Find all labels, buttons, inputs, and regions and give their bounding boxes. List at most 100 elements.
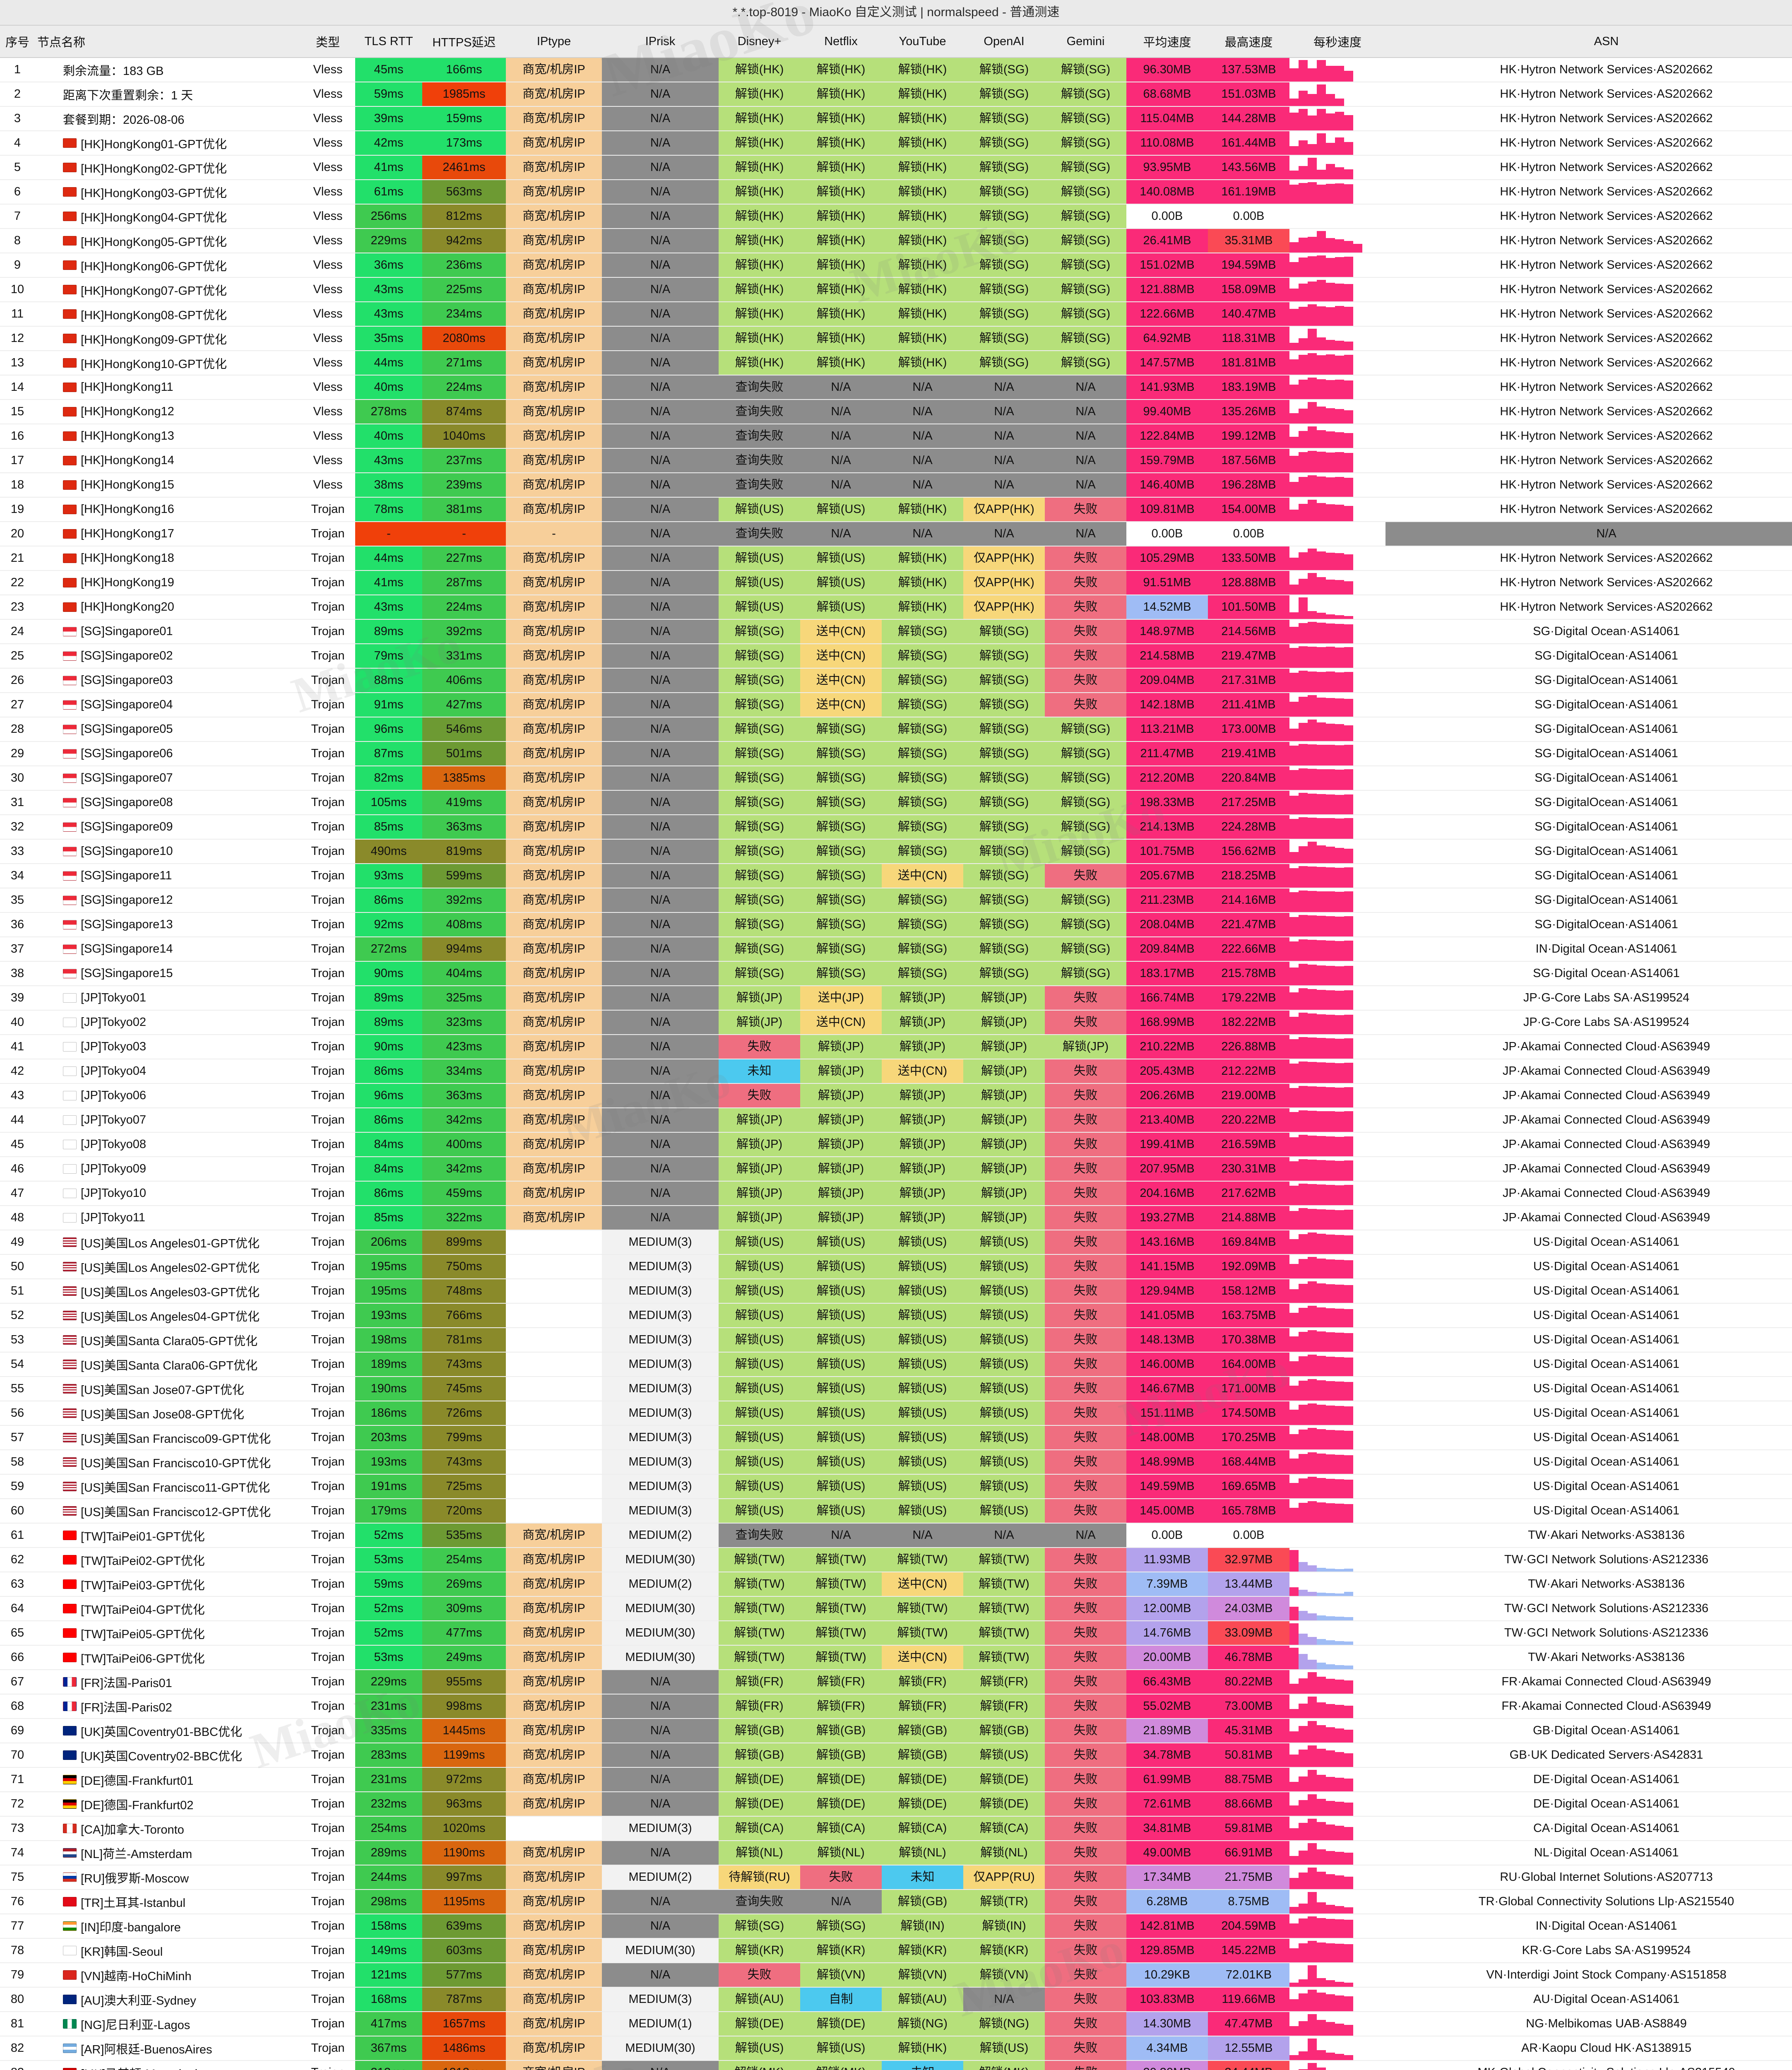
node-name-cell[interactable]: [KR]韩国-Seoul [35,1938,301,1963]
table-row[interactable]: 50 [US]美国Los Angeles02-GPT优化 Trojan 195ms 75… [0,1254,1792,1279]
table-row[interactable]: 75 [RU]俄罗斯-Moscow Trojan 244ms 997ms 商宽/机房IP M… [0,1865,1792,1890]
table-row[interactable]: 51 [US]美国Los Angeles03-GPT优化 Trojan 195ms 74… [0,1279,1792,1304]
table-row[interactable]: 11 [HK]HongKong08-GPT优化 Vless 43ms 234ms 商宽/机… [0,302,1792,327]
node-name-cell[interactable]: [DE]德国-Frankfurt02 [35,1792,301,1817]
table-row[interactable]: 68 [FR]法国-Paris02 Trojan 231ms 998ms 商宽/机房IP N… [0,1694,1792,1719]
node-name-cell[interactable]: [US]美国San Jose08-GPT优化 [35,1401,301,1426]
table-row[interactable]: 12 [HK]HongKong09-GPT优化 Vless 35ms 2080ms 商宽/… [0,326,1792,351]
node-name-cell[interactable]: [US]美国San Francisco10-GPT优化 [35,1450,301,1475]
node-name-cell[interactable]: [JP]Tokyo10 [35,1181,301,1206]
table-row[interactable]: 81 [NG]尼日利亚-Lagos Trojan 417ms 1657ms 商宽/机房IP… [0,2012,1792,2036]
col-header-tls[interactable]: TLS RTT [355,25,422,58]
node-name-cell[interactable]: [SG]Singapore09 [35,815,301,840]
node-name-cell[interactable]: [JP]Tokyo02 [35,1010,301,1035]
table-row[interactable]: 45 [JP]Tokyo08 Trojan 84ms 400ms 商宽/机房IP N/A 解锁… [0,1132,1792,1157]
node-name-cell[interactable]: [SG]Singapore15 [35,961,301,986]
node-name-cell[interactable]: [HK]HongKong01-GPT优化 [35,131,301,156]
node-name-cell[interactable]: [CA]加拿大-Toronto [35,1816,301,1841]
table-row[interactable]: 32 [SG]Singapore09 Trojan 85ms 363ms 商宽/机房IP N… [0,815,1792,840]
node-name-cell[interactable]: [SG]Singapore01 [35,619,301,644]
table-row[interactable]: 20 [HK]HongKong17 Trojan - - - N/A 查询失败 N/A N/A N/… [0,522,1792,546]
table-row[interactable]: 58 [US]美国San Francisco10-GPT优化 Trojan 193ms… [0,1450,1792,1475]
node-name-cell[interactable]: [US]美国San Francisco09-GPT优化 [35,1425,301,1450]
node-name-cell[interactable]: [JP]Tokyo04 [35,1059,301,1084]
table-row[interactable]: 31 [SG]Singapore08 Trojan 105ms 419ms 商宽/机房IP… [0,790,1792,815]
node-name-cell[interactable]: [TW]TaiPei03-GPT优化 [35,1572,301,1597]
node-name-cell[interactable]: [HK]HongKong15 [35,473,301,498]
node-name-cell[interactable]: [US]美国Santa Clara06-GPT优化 [35,1352,301,1377]
node-name-cell[interactable]: [JP]Tokyo08 [35,1132,301,1157]
table-row[interactable]: 9 [HK]HongKong06-GPT优化 Vless 36ms 236ms 商宽/机房… [0,253,1792,278]
table-row[interactable]: 49 [US]美国Los Angeles01-GPT优化 Trojan 206ms 89… [0,1230,1792,1255]
node-name-cell[interactable]: [SG]Singapore03 [35,668,301,693]
node-name-cell[interactable]: [HK]HongKong05-GPT优化 [35,229,301,253]
table-row[interactable]: 47 [JP]Tokyo10 Trojan 86ms 459ms 商宽/机房IP N/A 解锁… [0,1181,1792,1206]
col-header-bars[interactable]: 每秒速度 [1289,25,1385,58]
table-row[interactable]: 73 [CA]加拿大-Toronto Trojan 254ms 1020ms MEDIUM… [0,1816,1792,1841]
node-name-cell[interactable]: [HK]HongKong14 [35,448,301,473]
table-row[interactable]: 59 [US]美国San Francisco11-GPT优化 Trojan 191ms… [0,1474,1792,1499]
table-row[interactable]: 70 [UK]英国Coventry02-BBC优化 Trojan 283ms 1199m… [0,1743,1792,1768]
table-row[interactable]: 16 [HK]HongKong13 Vless 40ms 1040ms 商宽/机房IP N/… [0,424,1792,449]
node-name-cell[interactable]: [IN]印度-bangalore [35,1914,301,1939]
table-row[interactable]: 61 [TW]TaiPei01-GPT优化 Trojan 52ms 535ms 商宽/机房… [0,1523,1792,1548]
node-name-cell[interactable]: [VN]越南-HoChiMinh [35,1963,301,1988]
table-row[interactable]: 22 [HK]HongKong19 Trojan 41ms 287ms 商宽/机房IP N/… [0,570,1792,595]
node-name-cell[interactable]: [HK]HongKong20 [35,595,301,620]
node-name-cell[interactable]: 距离下次重置剩余：1 天 [35,82,301,107]
node-name-cell[interactable]: [SG]Singapore11 [35,864,301,888]
node-name-cell[interactable]: [US]美国San Jose07-GPT优化 [35,1377,301,1401]
table-row[interactable]: 36 [SG]Singapore13 Trojan 92ms 408ms 商宽/机房IP N… [0,912,1792,937]
table-row[interactable]: 71 [DE]德国-Frankfurt01 Trojan 231ms 972ms 商宽/机… [0,1767,1792,1792]
table-row[interactable]: 30 [SG]Singapore07 Trojan 82ms 1385ms 商宽/机房IP… [0,766,1792,791]
node-name-cell[interactable]: [HK]HongKong02-GPT优化 [35,155,301,180]
col-header-netflix[interactable]: Netflix [800,25,882,58]
table-row[interactable]: 1 剩余流量：183 GB Vless 45ms 166ms 商宽/机房IP N/A 解锁(H… [0,58,1792,82]
node-name-cell[interactable]: [JP]Tokyo11 [35,1206,301,1230]
table-row[interactable]: 29 [SG]Singapore06 Trojan 87ms 501ms 商宽/机房IP N… [0,741,1792,766]
table-row[interactable]: 39 [JP]Tokyo01 Trojan 89ms 325ms 商宽/机房IP N/A 解锁… [0,986,1792,1011]
table-row[interactable]: 37 [SG]Singapore14 Trojan 272ms 994ms 商宽/机房IP… [0,937,1792,962]
node-name-cell[interactable]: [JP]Tokyo03 [35,1035,301,1059]
node-name-cell[interactable]: [HK]HongKong17 [35,522,301,546]
table-row[interactable]: 65 [TW]TaiPei05-GPT优化 Trojan 52ms 477ms 商宽/机房… [0,1621,1792,1646]
node-name-cell[interactable]: [AR]阿根廷-BuenosAires [35,2036,301,2061]
node-name-cell[interactable]: [HK]HongKong04-GPT优化 [35,204,301,229]
col-header-type[interactable]: 类型 [301,25,355,58]
table-row[interactable]: 79 [VN]越南-HoChiMinh Trojan 121ms 577ms 商宽/机房I… [0,1963,1792,1988]
node-name-cell[interactable]: [HK]HongKong12 [35,400,301,424]
table-row[interactable]: 60 [US]美国San Francisco12-GPT优化 Trojan 179ms… [0,1499,1792,1524]
table-row[interactable]: 34 [SG]Singapore11 Trojan 93ms 599ms 商宽/机房IP N… [0,864,1792,888]
node-name-cell[interactable]: [UK]英国Coventry01-BBC优化 [35,1719,301,1743]
node-name-cell[interactable]: [MK]马其顿-Macedonia [35,2060,301,2070]
table-row[interactable]: 54 [US]美国Santa Clara06-GPT优化 Trojan 189ms 74… [0,1352,1792,1377]
table-row[interactable]: 26 [SG]Singapore03 Trojan 88ms 406ms 商宽/机房IP N… [0,668,1792,693]
table-row[interactable]: 55 [US]美国San Jose07-GPT优化 Trojan 190ms 745ms… [0,1377,1792,1401]
col-header-idx[interactable]: 序号 [0,25,35,58]
node-name-cell[interactable]: [US]美国Los Angeles01-GPT优化 [35,1230,301,1255]
col-header-https[interactable]: HTTPS延迟 [422,25,506,58]
node-name-cell[interactable]: [HK]HongKong06-GPT优化 [35,253,301,278]
node-name-cell[interactable]: [HK]HongKong13 [35,424,301,449]
node-name-cell[interactable]: [SG]Singapore13 [35,912,301,937]
node-name-cell[interactable]: [TW]TaiPei05-GPT优化 [35,1621,301,1646]
node-name-cell[interactable]: [JP]Tokyo07 [35,1108,301,1133]
table-row[interactable]: 28 [SG]Singapore05 Trojan 96ms 546ms 商宽/机房IP N… [0,717,1792,742]
col-header-disney[interactable]: Disney+ [719,25,800,58]
col-header-openai[interactable]: OpenAI [963,25,1045,58]
node-name-cell[interactable]: [SG]Singapore06 [35,741,301,766]
node-name-cell[interactable]: [JP]Tokyo06 [35,1083,301,1108]
table-row[interactable]: 80 [AU]澳大利亚-Sydney Trojan 168ms 787ms 商宽/机房IP… [0,1987,1792,2012]
table-row[interactable]: 5 [HK]HongKong02-GPT优化 Vless 41ms 2461ms 商宽/机… [0,155,1792,180]
node-name-cell[interactable]: [DE]德国-Frankfurt01 [35,1767,301,1792]
table-row[interactable]: 14 [HK]HongKong11 Vless 40ms 224ms 商宽/机房IP N/A… [0,375,1792,400]
table-row[interactable]: 23 [HK]HongKong20 Trojan 43ms 224ms 商宽/机房IP N/… [0,595,1792,620]
node-name-cell[interactable]: [SG]Singapore05 [35,717,301,742]
table-row[interactable]: 25 [SG]Singapore02 Trojan 79ms 331ms 商宽/机房IP N… [0,644,1792,669]
table-row[interactable]: 27 [SG]Singapore04 Trojan 91ms 427ms 商宽/机房IP N… [0,693,1792,717]
node-name-cell[interactable]: [SG]Singapore08 [35,790,301,815]
node-name-cell[interactable]: [HK]HongKong10-GPT优化 [35,351,301,375]
table-row[interactable]: 57 [US]美国San Francisco09-GPT优化 Trojan 203ms… [0,1425,1792,1450]
table-row[interactable]: 42 [JP]Tokyo04 Trojan 86ms 334ms 商宽/机房IP N/A 未知… [0,1059,1792,1084]
node-name-cell[interactable]: [US]美国Santa Clara05-GPT优化 [35,1328,301,1353]
